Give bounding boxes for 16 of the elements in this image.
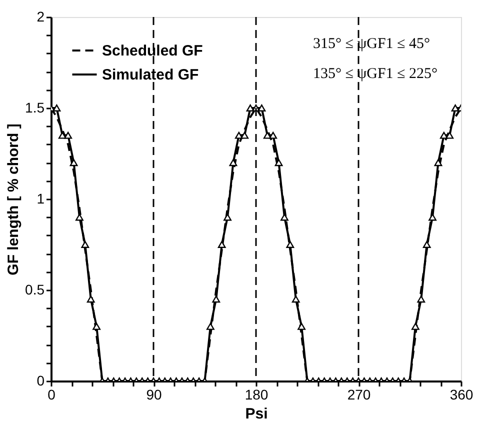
annotation: 315° ≤ ψGF1 ≤ 45° [313, 36, 430, 52]
y-tick-label: 1 [36, 190, 45, 206]
y-axis-title: GF length [ % chord ] [5, 124, 22, 276]
y-tick-label: 0.5 [25, 282, 45, 298]
legend-label: Simulated GF [102, 66, 199, 84]
x-tick-label: 180 [244, 386, 268, 402]
y-tick-label: 0 [36, 372, 45, 388]
annotation: 135° ≤ ψGF1 ≤ 225° [313, 66, 438, 82]
x-tick-label: 270 [347, 386, 371, 402]
x-axis-title: Psi [245, 406, 268, 422]
y-tick-label: 2 [36, 8, 45, 24]
x-tick-label: 0 [48, 386, 56, 402]
x-tick-label: 90 [146, 386, 162, 402]
y-tick-label: 1.5 [25, 100, 45, 116]
legend-label: Scheduled GF [102, 42, 203, 60]
x-tick-label: 360 [450, 386, 474, 402]
